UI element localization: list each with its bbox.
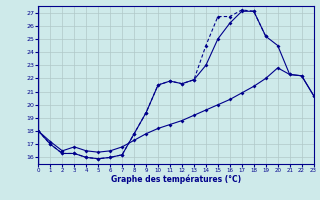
X-axis label: Graphe des températures (°C): Graphe des températures (°C) bbox=[111, 175, 241, 184]
